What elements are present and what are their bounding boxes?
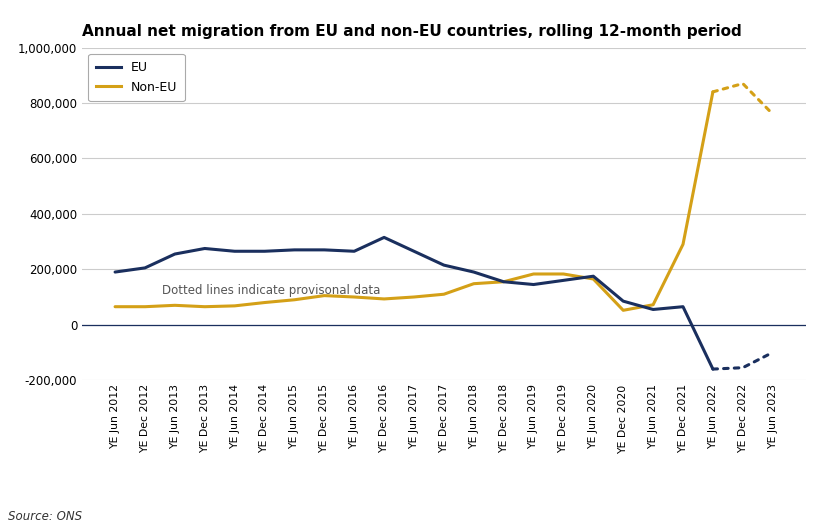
Text: Annual net migration from EU and non-EU countries, rolling 12-month period: Annual net migration from EU and non-EU … xyxy=(82,24,742,40)
Text: Source: ONS: Source: ONS xyxy=(8,510,82,523)
Text: Dotted lines indicate provisonal data: Dotted lines indicate provisonal data xyxy=(162,284,380,297)
Legend: EU, Non-EU: EU, Non-EU xyxy=(89,54,185,101)
